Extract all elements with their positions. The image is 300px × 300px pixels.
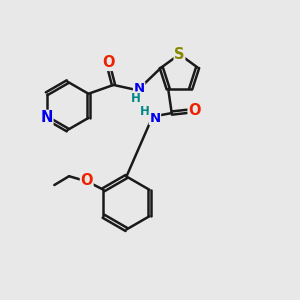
Text: O: O — [102, 55, 114, 70]
Text: O: O — [188, 103, 201, 118]
Text: S: S — [174, 47, 185, 62]
Text: H: H — [140, 105, 149, 118]
Text: N: N — [40, 110, 53, 125]
Text: N: N — [134, 82, 145, 95]
Text: H: H — [131, 92, 141, 105]
Text: N: N — [149, 112, 161, 124]
Text: O: O — [80, 173, 93, 188]
